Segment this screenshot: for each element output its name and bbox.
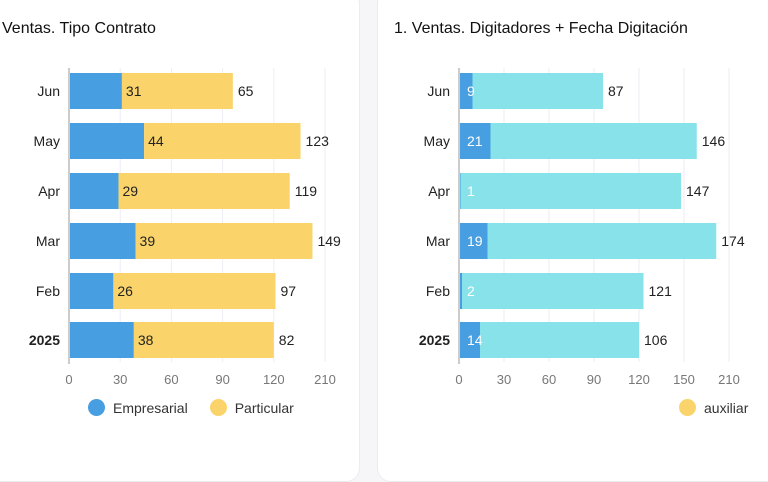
bar-segment: [135, 223, 313, 259]
legend-swatch: [88, 399, 105, 416]
data-label: 106: [644, 332, 668, 348]
data-label: 26: [117, 283, 133, 299]
legend-label: Particular: [234, 399, 294, 416]
bar-segment: [118, 173, 290, 209]
x-tick-label: 120: [628, 372, 650, 387]
y-category-label: Apr: [428, 183, 450, 199]
legend: auxiliar: [679, 399, 762, 416]
legend-label: auxiliar: [704, 399, 749, 416]
bar-segment: [460, 273, 462, 309]
bar-segment: [460, 123, 491, 159]
legend-label: Empresarial: [113, 399, 188, 416]
bar-segment: [113, 273, 276, 309]
data-label: 14: [467, 332, 483, 348]
y-category-label: 2025: [29, 332, 60, 348]
x-tick-label: 60: [164, 372, 178, 387]
y-category-label: 2025: [419, 332, 450, 348]
bar-segment: [70, 322, 134, 358]
bar-chart-tipo-contrato: 0 30 60 90 120 210 Jun 31 65 May 44 123 Apr 29 119 Mar 3…: [29, 68, 341, 387]
bar-segment: [487, 223, 717, 259]
x-tick-label: 0: [65, 372, 72, 387]
data-label: 149: [317, 233, 341, 249]
data-label: 38: [138, 332, 154, 348]
data-label: 29: [122, 183, 138, 199]
x-tick-label: 90: [215, 372, 229, 387]
y-category-label: Mar: [426, 233, 450, 249]
bar-segment: [460, 223, 488, 259]
x-tick-label: 60: [542, 372, 556, 387]
y-category-label: May: [34, 133, 60, 149]
data-label: 31: [126, 83, 142, 99]
legend-item-auxiliar[interactable]: auxiliar: [679, 399, 748, 416]
bar-segment: [70, 273, 114, 309]
legend-item-particular[interactable]: Particular: [209, 399, 294, 416]
bar-segment: [460, 173, 461, 209]
legend-swatch: [679, 399, 696, 416]
bar-segment: [70, 73, 122, 109]
data-label: 39: [140, 233, 156, 249]
bar-segment: [70, 123, 145, 159]
data-label: 174: [721, 233, 745, 249]
x-tick-label: 90: [587, 372, 601, 387]
bar-segment: [460, 322, 480, 358]
data-label: 65: [238, 83, 254, 99]
data-label: 147: [686, 183, 710, 199]
bar-segment: [462, 273, 644, 309]
data-label: 82: [279, 332, 295, 348]
legend-swatch: [209, 399, 227, 416]
data-label: 44: [148, 133, 164, 149]
y-category-label: May: [424, 133, 450, 149]
y-category-label: Mar: [36, 233, 60, 249]
chart-title: 1. Ventas. Digitadores + Fecha Digitació…: [394, 20, 688, 37]
data-label: 97: [281, 283, 297, 299]
data-label: 21: [467, 133, 483, 149]
x-tick-label: 0: [455, 372, 462, 387]
data-label: 146: [702, 133, 726, 149]
bar-segment: [70, 173, 119, 209]
legend: Empresarial Particular: [88, 399, 308, 416]
data-label: 119: [295, 183, 318, 199]
bar-segment: [480, 322, 639, 358]
y-category-label: Jun: [37, 83, 60, 99]
x-tick-label: 210: [718, 372, 740, 387]
data-label: 121: [649, 283, 673, 299]
data-label: 1: [467, 183, 475, 199]
bar-segment: [460, 173, 681, 209]
bar-segment: [472, 73, 603, 109]
y-category-label: Feb: [426, 283, 450, 299]
data-label: 87: [608, 83, 624, 99]
bar-segment: [133, 322, 274, 358]
data-label: 19: [467, 233, 483, 249]
bar-segment: [460, 73, 473, 109]
x-tick-label: 150: [673, 372, 695, 387]
bar-segment: [121, 73, 233, 109]
data-label: 2: [467, 283, 475, 299]
y-category-label: Apr: [38, 183, 60, 199]
x-tick-label: 210: [314, 372, 336, 387]
legend-item-empresarial[interactable]: Empresarial: [88, 399, 188, 416]
y-category-label: Jun: [427, 83, 450, 99]
x-tick-label: 30: [113, 372, 127, 387]
bar-segment: [490, 123, 697, 159]
data-label: 123: [306, 133, 330, 149]
y-category-label: Feb: [36, 283, 60, 299]
bar-segment: [144, 123, 301, 159]
bar-segment: [70, 223, 136, 259]
bar-chart-digitadores: 0 30 60 90 120 150 210 Jun 9 87 May 21 146 Apr 1 147 Mar…: [419, 68, 745, 387]
data-label: 9: [467, 83, 475, 99]
x-tick-label: 30: [497, 372, 511, 387]
x-tick-label: 120: [263, 372, 285, 387]
chart-title: Ventas. Tipo Contrato: [2, 20, 156, 37]
